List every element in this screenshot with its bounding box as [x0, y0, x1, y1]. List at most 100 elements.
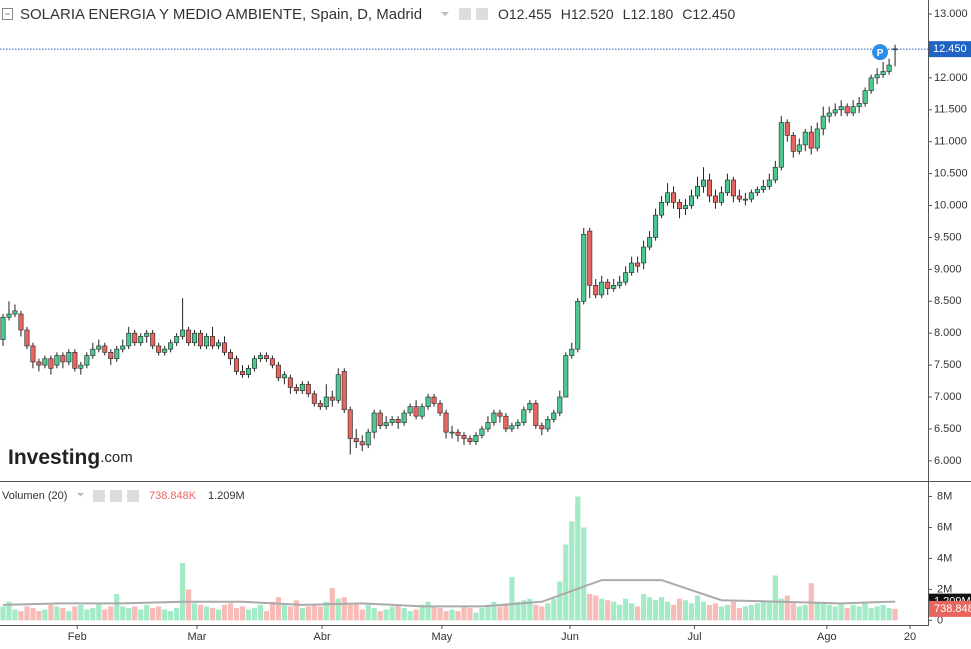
candle-body: [605, 281, 611, 289]
volume-bar: [539, 606, 545, 621]
candle-body: [449, 431, 455, 434]
candle-body: [174, 336, 180, 344]
settings-icon[interactable]: [459, 8, 471, 20]
volume-bar: [347, 604, 353, 621]
volume-bar: [335, 598, 341, 621]
ohlc-label: C: [682, 6, 692, 22]
dropdown-arrow[interactable]: [441, 12, 449, 16]
volume-bar: [383, 609, 389, 621]
candle-body: [623, 272, 629, 283]
volume-bar: [748, 604, 754, 621]
candle-body: [730, 179, 736, 197]
volume-bar: [754, 603, 760, 621]
volume-bar: [162, 609, 168, 621]
candle-body: [611, 285, 617, 289]
x-tick-label: Jul: [687, 631, 701, 643]
candle-body: [659, 202, 665, 216]
volume-bar: [377, 611, 383, 621]
candle-body: [587, 230, 593, 286]
volume-bar: [257, 604, 264, 621]
candle-body: [515, 422, 521, 427]
volume-bar: [575, 496, 581, 621]
candle-body: [102, 345, 108, 353]
volume-bar: [275, 597, 281, 621]
candle-body: [305, 383, 311, 395]
candle-body: [820, 115, 826, 130]
volume-bar: [425, 601, 431, 621]
volume-bar: [365, 604, 371, 621]
candle-body: [120, 345, 126, 350]
candle-body: [371, 412, 377, 433]
volume-bar: [868, 607, 874, 621]
candle-body: [742, 198, 748, 201]
candle-body: [443, 412, 449, 433]
volume-bar: [293, 600, 299, 621]
volume-bar: [742, 606, 748, 621]
volume-bar: [54, 606, 60, 621]
candle-body: [479, 428, 485, 436]
candle-body: [24, 329, 30, 347]
volume-bar: [467, 607, 473, 621]
volume-bar: [521, 600, 527, 621]
volume-bar: [287, 606, 293, 621]
hide-icon[interactable]: [110, 490, 122, 502]
volume-bar: [479, 607, 485, 621]
candle-body: [425, 396, 431, 407]
hide-icon[interactable]: [476, 8, 488, 20]
volume-bar: [437, 607, 443, 621]
candle-body: [491, 412, 497, 423]
volume-bar: [670, 604, 677, 621]
y-tick-label: 8.500: [934, 295, 962, 307]
volume-bar: [102, 609, 108, 621]
candle-body: [275, 364, 281, 379]
volume-bar: [551, 598, 557, 621]
dropdown-arrow[interactable]: [77, 493, 84, 497]
candle-body: [772, 166, 778, 181]
candle-body: [18, 313, 24, 331]
volume-bar: [180, 563, 186, 621]
candle-body: [700, 179, 706, 187]
volume-bar: [880, 604, 886, 621]
volume-y-tick-label: 0: [937, 614, 943, 626]
candle-body: [60, 355, 66, 363]
volume-bar: [676, 598, 683, 621]
volume-bar: [90, 607, 96, 621]
candle-body: [497, 412, 503, 417]
candle-body: [389, 419, 395, 423]
candle-body: [563, 355, 569, 398]
volume-bar: [18, 611, 24, 621]
candle-body: [593, 285, 599, 296]
volume-bar: [191, 603, 198, 621]
volume-bar: [78, 604, 84, 621]
volume-bar: [772, 575, 778, 621]
candle-body: [42, 358, 48, 366]
candle-body: [635, 262, 641, 267]
candle-body: [401, 412, 407, 423]
volume-bar: [209, 607, 216, 621]
volume-bar: [587, 594, 593, 621]
x-tick-label: Ago: [817, 631, 837, 643]
volume-bar: [766, 601, 772, 621]
candle-body: [557, 396, 563, 414]
candle-body: [724, 179, 730, 194]
volume-bar: [305, 606, 311, 621]
candle-body: [808, 131, 814, 149]
volume-bar: [700, 601, 707, 621]
candle-body: [233, 358, 239, 372]
volume-bar: [389, 606, 395, 621]
candle-body: [329, 396, 335, 401]
candle-body: [599, 281, 605, 296]
remove-icon[interactable]: [127, 490, 139, 502]
volume-bar: [850, 604, 856, 621]
volume-bar: [323, 601, 329, 621]
volume-bar: [694, 595, 701, 621]
candle-body: [467, 438, 473, 443]
candle-body: [383, 422, 389, 427]
volume-bar: [664, 601, 671, 621]
candle-body: [281, 374, 287, 379]
settings-icon[interactable]: [93, 490, 105, 502]
collapse-icon[interactable]: [2, 8, 13, 20]
volume-bar: [407, 611, 413, 621]
candle-body: [862, 90, 868, 104]
